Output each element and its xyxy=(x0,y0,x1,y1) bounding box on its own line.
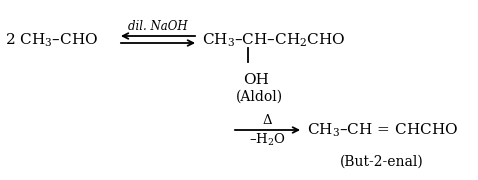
Text: –$\mathregular{H_2}$O: –$\mathregular{H_2}$O xyxy=(249,132,286,148)
Text: $\mathregular{2\ CH_3}$–CHO: $\mathregular{2\ CH_3}$–CHO xyxy=(5,31,98,49)
Text: (But-2-enal): (But-2-enal) xyxy=(340,155,424,169)
Text: OH: OH xyxy=(243,73,269,87)
Text: Δ: Δ xyxy=(263,114,272,127)
Text: dil. NaOH: dil. NaOH xyxy=(128,21,188,33)
Text: (Aldol): (Aldol) xyxy=(236,90,283,104)
Text: $\mathregular{CH_3}$–CH–$\mathregular{CH_2}$CHO: $\mathregular{CH_3}$–CH–$\mathregular{CH… xyxy=(202,31,346,49)
Text: $\mathregular{CH_3}$–CH = CHCHO: $\mathregular{CH_3}$–CH = CHCHO xyxy=(307,121,458,139)
